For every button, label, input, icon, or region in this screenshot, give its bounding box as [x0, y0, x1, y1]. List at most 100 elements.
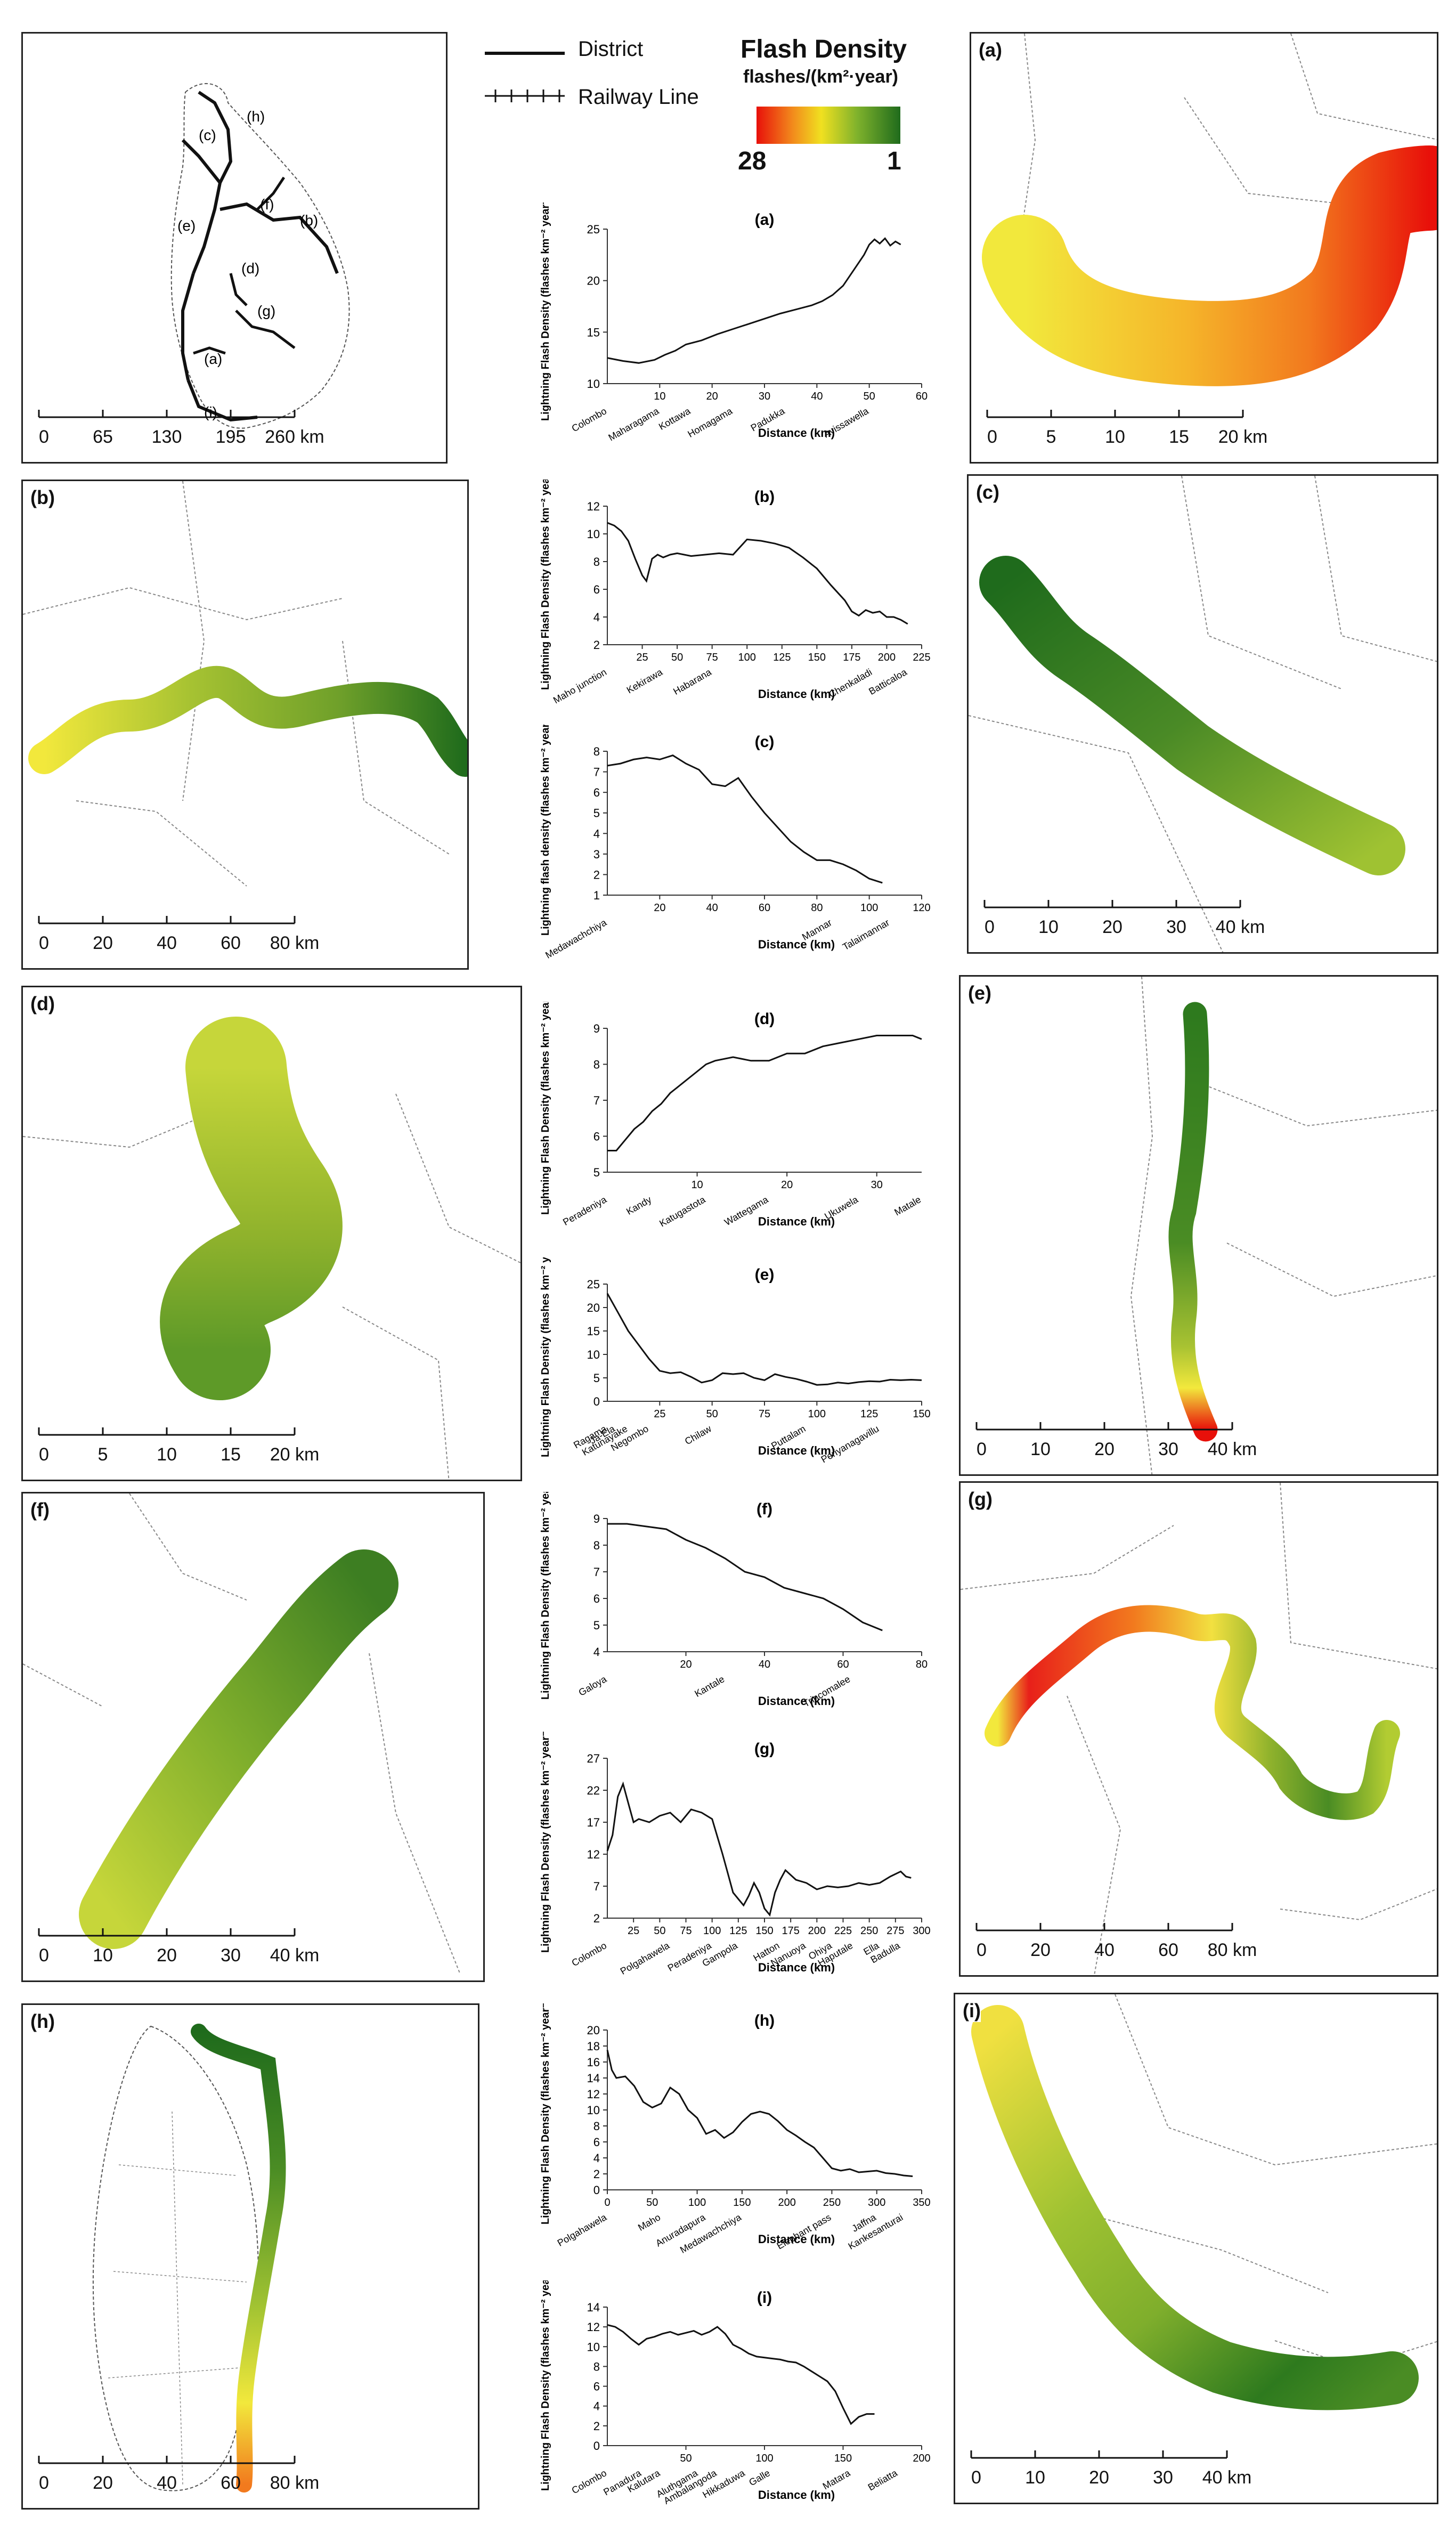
route-a — [982, 145, 1437, 386]
x-tick-label: 100 — [808, 1408, 826, 1420]
y-tick-label: 2 — [593, 2420, 600, 2433]
x-tick-label: 125 — [729, 1925, 747, 1937]
place-label: Chilaw — [683, 1423, 714, 1447]
y-tick-label: 15 — [587, 1325, 600, 1338]
place-label: Beliatta — [866, 2467, 900, 2493]
y-tick-label: 14 — [587, 2072, 600, 2085]
map-i: (i) 0 10 20 30 40 km — [954, 1993, 1438, 2504]
y-tick-label: 7 — [593, 1094, 600, 1107]
x-axis-label: Distance (km) — [758, 2232, 835, 2246]
route-g — [985, 1605, 1400, 1820]
place-label: Matale — [892, 1194, 923, 1217]
x-tick-label: 125 — [773, 652, 791, 663]
density-unit: flashes/(km²·year) — [743, 67, 899, 87]
y-tick-label: 8 — [593, 1539, 600, 1552]
route-label-i: (i) — [204, 404, 217, 420]
x-tick-label: 100 — [860, 902, 878, 914]
x-tick-label: 20 — [680, 1659, 692, 1670]
route-f — [79, 1549, 398, 1949]
map-e: (e) 0 10 20 30 40 km — [959, 975, 1438, 1476]
railway-h — [192, 91, 233, 274]
map-b-label: (b) — [30, 486, 55, 509]
x-tick-label: 175 — [782, 1925, 799, 1937]
map-i-svg — [971, 1994, 1437, 2410]
map-g-svg — [961, 1483, 1437, 1975]
x-tick-label: 40 — [811, 391, 823, 402]
overview-route-labels: (h) (c) (f) (b) (e) (d) (g) (a) (i) — [177, 108, 318, 420]
route-label-h: (h) — [247, 108, 265, 125]
x-tick-label: 225 — [913, 652, 930, 663]
map-a-label: (a) — [979, 39, 1002, 61]
route-label-c: (c) — [199, 127, 216, 143]
map-f: (f) 0 10 20 30 40 km — [21, 1492, 485, 1982]
y-tick-label: 6 — [593, 786, 600, 799]
map-g-label: (g) — [968, 1488, 993, 1511]
y-tick-label: 16 — [587, 2056, 600, 2069]
railway-a — [193, 346, 226, 355]
series-line — [607, 2324, 875, 2425]
density-color-bar — [757, 107, 900, 144]
y-tick-label: 22 — [587, 1784, 600, 1797]
y-tick-label: 8 — [593, 2120, 600, 2133]
y-tick-label: 5 — [593, 1619, 600, 1632]
route-label-d: (d) — [241, 260, 259, 277]
place-label: Katugastota — [657, 1194, 707, 1229]
x-tick-label: 125 — [860, 1408, 878, 1420]
y-tick-label: 6 — [593, 583, 600, 596]
y-tick-label: 20 — [587, 2024, 600, 2037]
chart-b: (b) 2 4 6 8 10 12 25 50 75 100 125 150 175 200 225 Maho … — [540, 480, 931, 706]
map-b: (b) 0 20 40 60 80 km — [21, 480, 469, 970]
y-tick-label: 2 — [593, 868, 600, 881]
place-label: Maharagama — [606, 405, 661, 443]
scale-max-label: 1 — [887, 147, 901, 175]
x-tick-label: 60 — [837, 1659, 849, 1670]
chart-title: (c) — [755, 733, 775, 751]
x-tick-label: 75 — [706, 652, 718, 663]
map-d-svg — [23, 1017, 520, 1480]
y-tick-label: 20 — [587, 1301, 600, 1314]
series-line — [607, 522, 908, 625]
series-line — [606, 1781, 912, 1917]
place-label: Maho — [636, 2212, 662, 2233]
x-tick-label: 80 — [811, 902, 823, 914]
y-axis-label: Lightning Flash Density (flashes km⁻² ye… — [540, 1257, 551, 1457]
x-axis-label: Distance (km) — [758, 2488, 835, 2502]
series-line — [607, 1035, 922, 1151]
railway-g — [235, 310, 296, 349]
place-label: Medawachchiya — [543, 917, 609, 961]
map-e-svg — [1130, 977, 1437, 1474]
place-label: Kekirawa — [625, 667, 665, 696]
y-tick-label: 1 — [593, 889, 600, 902]
y-tick-label: 4 — [593, 611, 600, 624]
route-d — [160, 1017, 343, 1400]
y-tick-label: 8 — [593, 555, 600, 569]
map-c-svg — [969, 476, 1437, 952]
y-tick-label: 12 — [587, 2320, 600, 2334]
y-tick-label: 7 — [593, 1880, 600, 1893]
x-tick-label: 100 — [688, 2197, 706, 2209]
x-tick-label: 150 — [755, 1925, 773, 1937]
y-tick-label: 8 — [593, 1058, 600, 1071]
route-label-f: (f) — [260, 196, 274, 213]
series-line — [606, 1293, 922, 1386]
x-tick-label: 20 — [781, 1179, 793, 1191]
x-tick-label: 0 — [604, 2197, 610, 2209]
x-tick-label: 60 — [759, 902, 770, 914]
place-label: Habarana — [671, 667, 713, 697]
series-line — [606, 2050, 913, 2177]
x-tick-label: 50 — [654, 1925, 665, 1937]
x-tick-label: 150 — [733, 2197, 751, 2209]
x-tick-label: 30 — [871, 1179, 883, 1191]
y-tick-label: 14 — [587, 2301, 600, 2314]
x-tick-label: 150 — [834, 2453, 852, 2464]
y-axis-label: Lightning Flash Density (flashes km⁻² ye… — [540, 1002, 551, 1215]
x-axis-label: Distance (km) — [758, 938, 835, 951]
place-label: Maho junction — [551, 667, 608, 705]
y-tick-label: 17 — [587, 1816, 600, 1829]
y-tick-label: 6 — [593, 2136, 600, 2149]
x-tick-label: 25 — [636, 652, 648, 663]
x-tick-label: 300 — [868, 2197, 885, 2209]
